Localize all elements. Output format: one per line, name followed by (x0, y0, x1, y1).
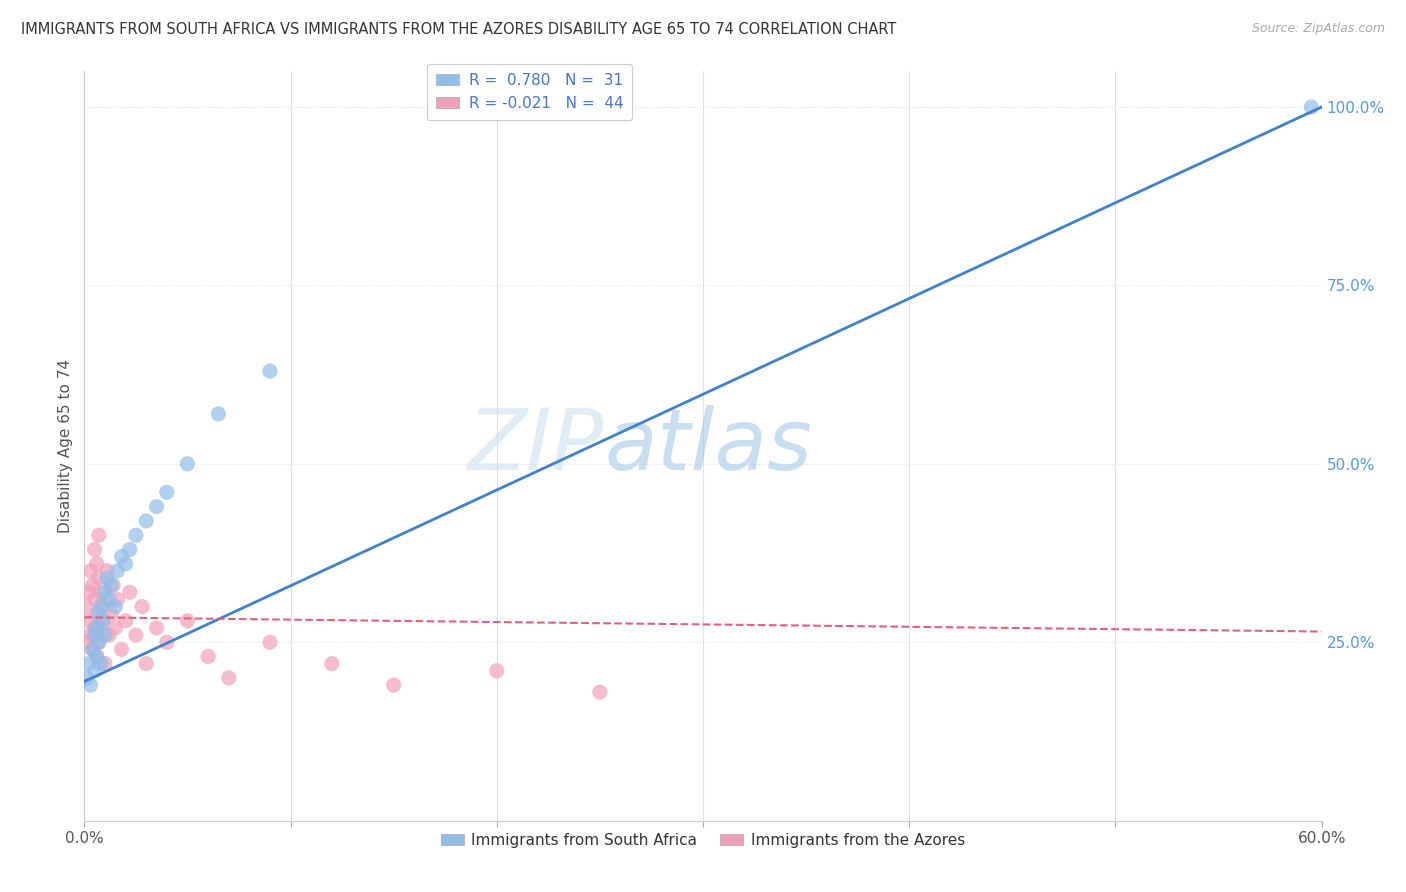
Point (259, 364, 281, 378)
Point (145, 500, 167, 514)
Point (94, 657, 117, 671)
Text: ZIP: ZIP (468, 404, 605, 488)
Point (83, 592, 105, 607)
Point (94, 585, 117, 599)
Point (87, 635, 110, 649)
Point (207, 407, 229, 421)
Point (94, 599, 117, 614)
Point (118, 585, 141, 599)
Point (75, 599, 97, 614)
Point (382, 678, 405, 692)
Point (98, 628, 121, 642)
Point (259, 635, 281, 649)
Point (87, 571, 110, 585)
Point (75, 635, 97, 649)
Point (90, 657, 112, 671)
Point (90, 585, 112, 599)
Point (104, 599, 127, 614)
Point (87, 635, 110, 649)
Point (86, 607, 108, 621)
Point (77, 657, 100, 671)
Y-axis label: Disability Age 65 to 74: Disability Age 65 to 74 (58, 359, 73, 533)
Point (118, 542, 141, 557)
Point (100, 578, 122, 592)
Point (79, 678, 101, 692)
Point (197, 649, 219, 664)
Point (145, 621, 167, 635)
Point (87, 528, 110, 542)
Point (90, 599, 112, 614)
Point (77, 585, 100, 599)
Point (104, 621, 127, 635)
Point (94, 628, 117, 642)
Point (86, 557, 108, 571)
Point (87, 607, 110, 621)
Point (90, 621, 112, 635)
Point (82, 578, 104, 592)
Point (176, 614, 198, 628)
Point (96, 571, 118, 585)
Point (75, 671, 97, 685)
Point (114, 557, 136, 571)
Point (156, 635, 179, 649)
Point (114, 614, 136, 628)
Point (86, 621, 108, 635)
Point (83, 621, 105, 635)
Point (1301, 100, 1323, 114)
Legend: Immigrants from South Africa, Immigrants from the Azores: Immigrants from South Africa, Immigrants… (434, 827, 972, 855)
Point (91, 614, 114, 628)
Point (96, 564, 118, 578)
Text: atlas: atlas (605, 404, 813, 488)
Point (83, 628, 105, 642)
Text: IMMIGRANTS FROM SOUTH AFRICA VS IMMIGRANTS FROM THE AZORES DISABILITY AGE 65 TO : IMMIGRANTS FROM SOUTH AFRICA VS IMMIGRAN… (21, 22, 897, 37)
Point (98, 592, 121, 607)
Point (105, 592, 128, 607)
Point (83, 664, 105, 678)
Point (82, 642, 104, 657)
Point (100, 607, 122, 621)
Point (103, 578, 125, 592)
Point (79, 564, 101, 578)
Point (131, 599, 153, 614)
Point (156, 485, 179, 500)
Point (125, 528, 148, 542)
Point (176, 457, 198, 471)
Point (86, 649, 108, 664)
Point (218, 671, 240, 685)
Point (91, 614, 114, 628)
Point (105, 564, 128, 578)
Point (77, 614, 100, 628)
Point (86, 649, 108, 664)
Point (321, 657, 343, 671)
Point (589, 685, 612, 699)
Point (110, 642, 132, 657)
Point (82, 642, 104, 657)
Point (485, 664, 508, 678)
Point (110, 549, 132, 564)
Point (125, 628, 148, 642)
Point (135, 657, 157, 671)
Point (135, 514, 157, 528)
Point (79, 628, 101, 642)
Point (83, 542, 105, 557)
Text: Source: ZipAtlas.com: Source: ZipAtlas.com (1251, 22, 1385, 36)
